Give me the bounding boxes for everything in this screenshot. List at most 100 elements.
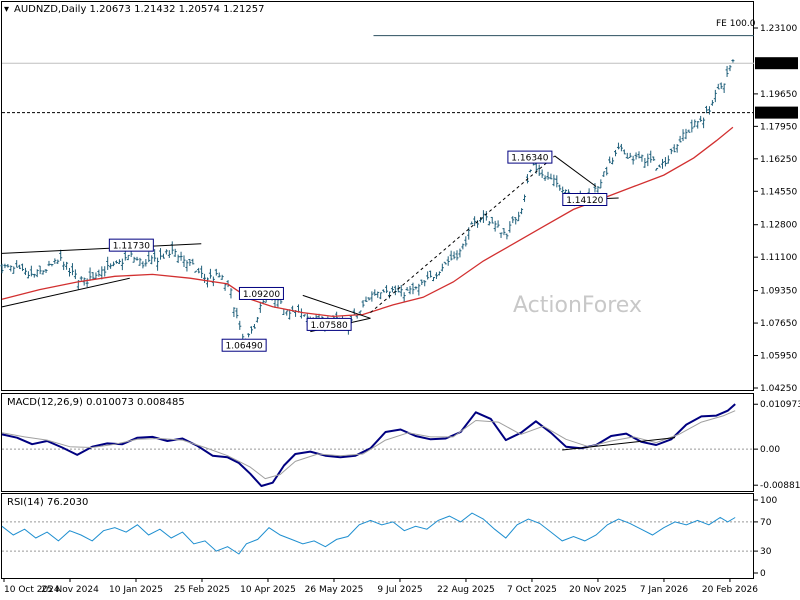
- price-bar: [203, 273, 207, 283]
- price-bar: [47, 260, 51, 267]
- price-bar: [0, 263, 4, 274]
- price-bar: [502, 228, 506, 236]
- price-bar: [379, 292, 383, 300]
- x-tick-label: 20 Nov 2025: [569, 585, 627, 595]
- price-annotation-box: [507, 150, 553, 164]
- price-annotation-box: [238, 286, 284, 300]
- macd-y-tick-label: 0.00: [760, 445, 780, 455]
- price-bar: [722, 83, 726, 93]
- price-bar: [288, 309, 292, 320]
- price-bar: [543, 175, 547, 181]
- price-bar: [693, 119, 697, 128]
- x-tick-label: 7 Jan 2026: [640, 585, 688, 595]
- price-bar: [70, 263, 74, 276]
- price-bar: [719, 82, 723, 89]
- price-bar: [21, 263, 25, 272]
- price-bar: [672, 144, 676, 153]
- price-bar: [725, 65, 729, 77]
- x-tick-label: 10 Jan 2025: [109, 585, 163, 595]
- price-bar: [608, 156, 612, 164]
- macd-trendline: [562, 437, 676, 451]
- price-y-tick-label: 1.05950: [760, 352, 797, 362]
- price-bar: [114, 260, 118, 264]
- price-bar: [109, 263, 113, 269]
- price-bar: [658, 164, 662, 168]
- price-bar: [200, 265, 204, 279]
- price-bar: [593, 183, 597, 193]
- price-bar: [112, 261, 116, 267]
- price-annotation-label: 1.06490: [226, 342, 263, 352]
- price-annotation-label: 1.07580: [311, 321, 348, 331]
- price-bar: [678, 135, 682, 143]
- price-bar: [517, 211, 521, 222]
- price-bar: [625, 152, 629, 159]
- price-bar: [88, 267, 92, 281]
- price-bar: [426, 271, 430, 280]
- price-bar: [179, 251, 183, 261]
- price-bar: [6, 264, 10, 268]
- x-tick-label: 9 Jul 2025: [377, 585, 422, 595]
- price-bar: [605, 166, 609, 176]
- price-bar: [29, 265, 33, 277]
- price-bar: [523, 194, 527, 202]
- price-bar: [97, 269, 101, 277]
- x-tick-label: 25 Feb 2025: [174, 585, 230, 595]
- price-bar: [552, 174, 556, 187]
- price-bar: [616, 142, 620, 150]
- price-bar: [285, 310, 289, 316]
- price-bar: [611, 157, 615, 165]
- price-bar: [56, 259, 60, 264]
- price-bar: [106, 256, 110, 270]
- price-annotation-box: [221, 338, 267, 352]
- price-bar: [458, 248, 462, 258]
- price-bar: [250, 326, 254, 334]
- price-bar: [205, 277, 209, 288]
- price-bar: [164, 249, 168, 255]
- price-bar: [376, 291, 380, 298]
- macd-signal-line: [1, 410, 736, 480]
- price-y-tick-label: 1.19650: [760, 90, 797, 100]
- price-bar: [602, 171, 606, 177]
- price-bar: [446, 256, 450, 266]
- rsi-panel: [1, 493, 754, 579]
- price-bar: [687, 129, 691, 133]
- price-bar: [649, 150, 653, 163]
- price-bar: [32, 273, 36, 278]
- price-panel: [1, 1, 754, 391]
- price-bar: [62, 261, 66, 271]
- price-bar: [505, 233, 509, 240]
- price-bar: [126, 254, 130, 261]
- price-bar: [655, 167, 659, 171]
- price-bar: [420, 279, 424, 285]
- price-bar: [540, 169, 544, 178]
- price-y-tick-label: 1.09350: [760, 287, 797, 297]
- price-bar: [44, 269, 48, 274]
- price-bar: [646, 153, 650, 167]
- price-bar: [699, 115, 703, 122]
- price-bar: [15, 260, 19, 268]
- price-bar: [449, 250, 453, 261]
- price-bar: [405, 287, 409, 291]
- macd-y-tick-label: -0.008816: [760, 481, 800, 491]
- price-bar: [493, 220, 497, 232]
- price-bar: [161, 253, 165, 259]
- price-bar: [73, 269, 77, 280]
- price-bar: [390, 286, 394, 293]
- price-menu-arrow-icon[interactable]: ▾: [4, 4, 9, 15]
- price-bar: [167, 250, 171, 258]
- price-bar: [684, 128, 688, 140]
- price-bar: [255, 316, 259, 323]
- price-bar: [660, 158, 664, 169]
- rsi-line: [1, 512, 736, 555]
- price-bar: [3, 263, 7, 269]
- price-annotation-label: 1.14120: [566, 196, 603, 206]
- price-bar: [443, 261, 447, 265]
- price-bar: [194, 270, 198, 273]
- price-bar: [367, 297, 371, 301]
- price-bar: [23, 267, 27, 276]
- price-annotation: 1.07580: [306, 317, 352, 331]
- price-bar: [18, 264, 22, 270]
- price-bar: [173, 248, 177, 257]
- price-bar: [220, 274, 224, 280]
- level-tag: [755, 106, 798, 119]
